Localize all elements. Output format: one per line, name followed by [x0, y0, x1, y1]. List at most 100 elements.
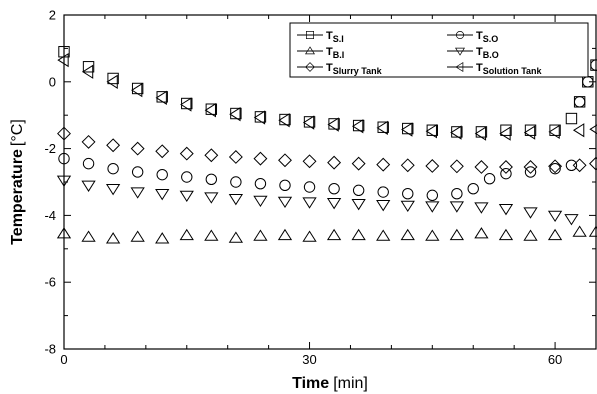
data-point-square — [524, 124, 537, 136]
data-point-triangle-down — [564, 214, 579, 226]
legend-marker-triangle-down — [454, 47, 466, 56]
data-point-triangle-left — [204, 103, 216, 118]
y-tick-label: 2 — [49, 8, 56, 23]
series-triangle-up — [56, 225, 597, 244]
legend-label: TSolution Tank — [476, 62, 543, 76]
data-point-diamond — [548, 159, 563, 174]
data-point-triangle-up — [130, 230, 145, 242]
data-point-diamond — [572, 158, 587, 173]
data-point-circle — [402, 187, 414, 200]
data-point-triangle-up — [253, 229, 268, 241]
data-point-triangle-down — [130, 187, 145, 199]
data-point-circle — [377, 186, 389, 198]
legend-label-subscript: S.O — [483, 34, 499, 44]
data-point-circle — [500, 167, 512, 180]
data-point-circle — [352, 184, 365, 197]
data-point-triangle-down — [547, 210, 563, 223]
data-point-circle — [328, 182, 340, 195]
data-point-triangle-up — [326, 228, 342, 241]
legend-item-triangle-left: TSolution Tank — [447, 61, 543, 76]
data-point-diamond — [327, 155, 342, 170]
data-point-triangle-left — [548, 124, 560, 140]
data-point-circle — [573, 96, 586, 108]
data-point-triangle-down — [523, 207, 538, 219]
data-point-triangle-left — [229, 107, 241, 122]
data-point-square — [82, 61, 95, 73]
data-point-triangle-left — [278, 113, 290, 128]
data-point-triangle-up — [547, 228, 563, 241]
data-point-triangle-left — [474, 126, 487, 141]
y-axis-label-text: Temperature — [9, 149, 26, 245]
legend-marker-square — [306, 31, 314, 39]
legend-label: TB.I — [326, 46, 344, 60]
data-point-circle — [107, 162, 119, 175]
data-point-circle — [303, 181, 316, 193]
data-point-triangle-left — [351, 119, 364, 134]
data-point-triangle-down — [253, 195, 268, 208]
data-point-circle — [230, 176, 242, 188]
legend-label-subscript: B.O — [483, 50, 499, 60]
legend-label: TS.O — [476, 30, 498, 44]
data-point-triangle-down — [498, 204, 514, 216]
data-point-triangle-left — [131, 83, 143, 98]
data-point-triangle-left — [450, 125, 462, 140]
data-point-triangle-down — [376, 200, 391, 212]
data-point-triangle-down — [326, 198, 342, 210]
y-tick-label: -2 — [44, 141, 56, 156]
data-point-circle — [131, 166, 144, 178]
data-point-triangle-down — [400, 200, 415, 213]
series-layer — [56, 46, 597, 244]
data-point-triangle-up — [155, 232, 170, 244]
data-point-circle — [467, 182, 479, 195]
data-point-triangle-left — [180, 97, 192, 112]
data-point-diamond — [302, 154, 317, 169]
data-point-diamond — [179, 146, 194, 161]
data-point-triangle-left — [589, 124, 597, 135]
legend-label-subscript: Slurry Tank — [333, 66, 383, 76]
data-point-triangle-down — [228, 194, 244, 206]
y-axis-label: Temperature [°C] — [9, 119, 26, 245]
data-point-triangle-down — [81, 180, 96, 192]
data-point-triangle-left — [425, 124, 437, 139]
data-point-circle — [205, 173, 218, 186]
data-point-circle — [565, 159, 578, 172]
data-point-triangle-down — [425, 201, 440, 213]
data-point-circle — [524, 166, 537, 178]
data-point-triangle-left — [302, 115, 315, 130]
data-point-triangle-up — [474, 227, 489, 239]
legend-label-name: T — [476, 30, 483, 42]
data-point-triangle-up — [351, 228, 366, 241]
y-axis-label-unit: [°C] — [9, 119, 26, 146]
data-point-triangle-down — [351, 199, 366, 211]
data-point-triangle-up — [523, 229, 538, 241]
data-point-diamond — [204, 148, 219, 163]
x-axis-label-unit: [min] — [333, 375, 368, 392]
data-point-triangle-down — [474, 202, 489, 214]
legend-marker-diamond — [305, 62, 315, 72]
legend-item-triangle-up: TB.I — [297, 46, 344, 60]
data-point-triangle-down — [105, 184, 121, 196]
legend-label-name: T — [476, 46, 483, 58]
data-point-triangle-left — [57, 52, 69, 68]
data-point-diamond — [474, 160, 489, 174]
data-point-triangle-left — [376, 120, 388, 136]
series-diamond — [57, 126, 597, 174]
legend-marker-triangle-up — [304, 46, 316, 55]
x-tick-label: 60 — [548, 352, 562, 367]
legend-marker-triangle-left — [455, 61, 464, 73]
x-tick-label: 30 — [302, 352, 316, 367]
data-point-circle — [279, 179, 291, 192]
data-point-triangle-down — [449, 201, 465, 213]
data-point-triangle-left — [327, 117, 339, 132]
legend-label: TB.O — [476, 46, 499, 60]
data-point-diamond — [449, 159, 464, 174]
data-point-triangle-down — [179, 190, 194, 203]
data-point-diamond — [400, 158, 415, 173]
data-point-diamond — [351, 156, 366, 171]
data-point-triangle-up — [105, 232, 121, 244]
data-point-triangle-up — [81, 230, 96, 242]
data-point-triangle-left — [155, 90, 167, 105]
data-point-circle — [82, 157, 95, 170]
